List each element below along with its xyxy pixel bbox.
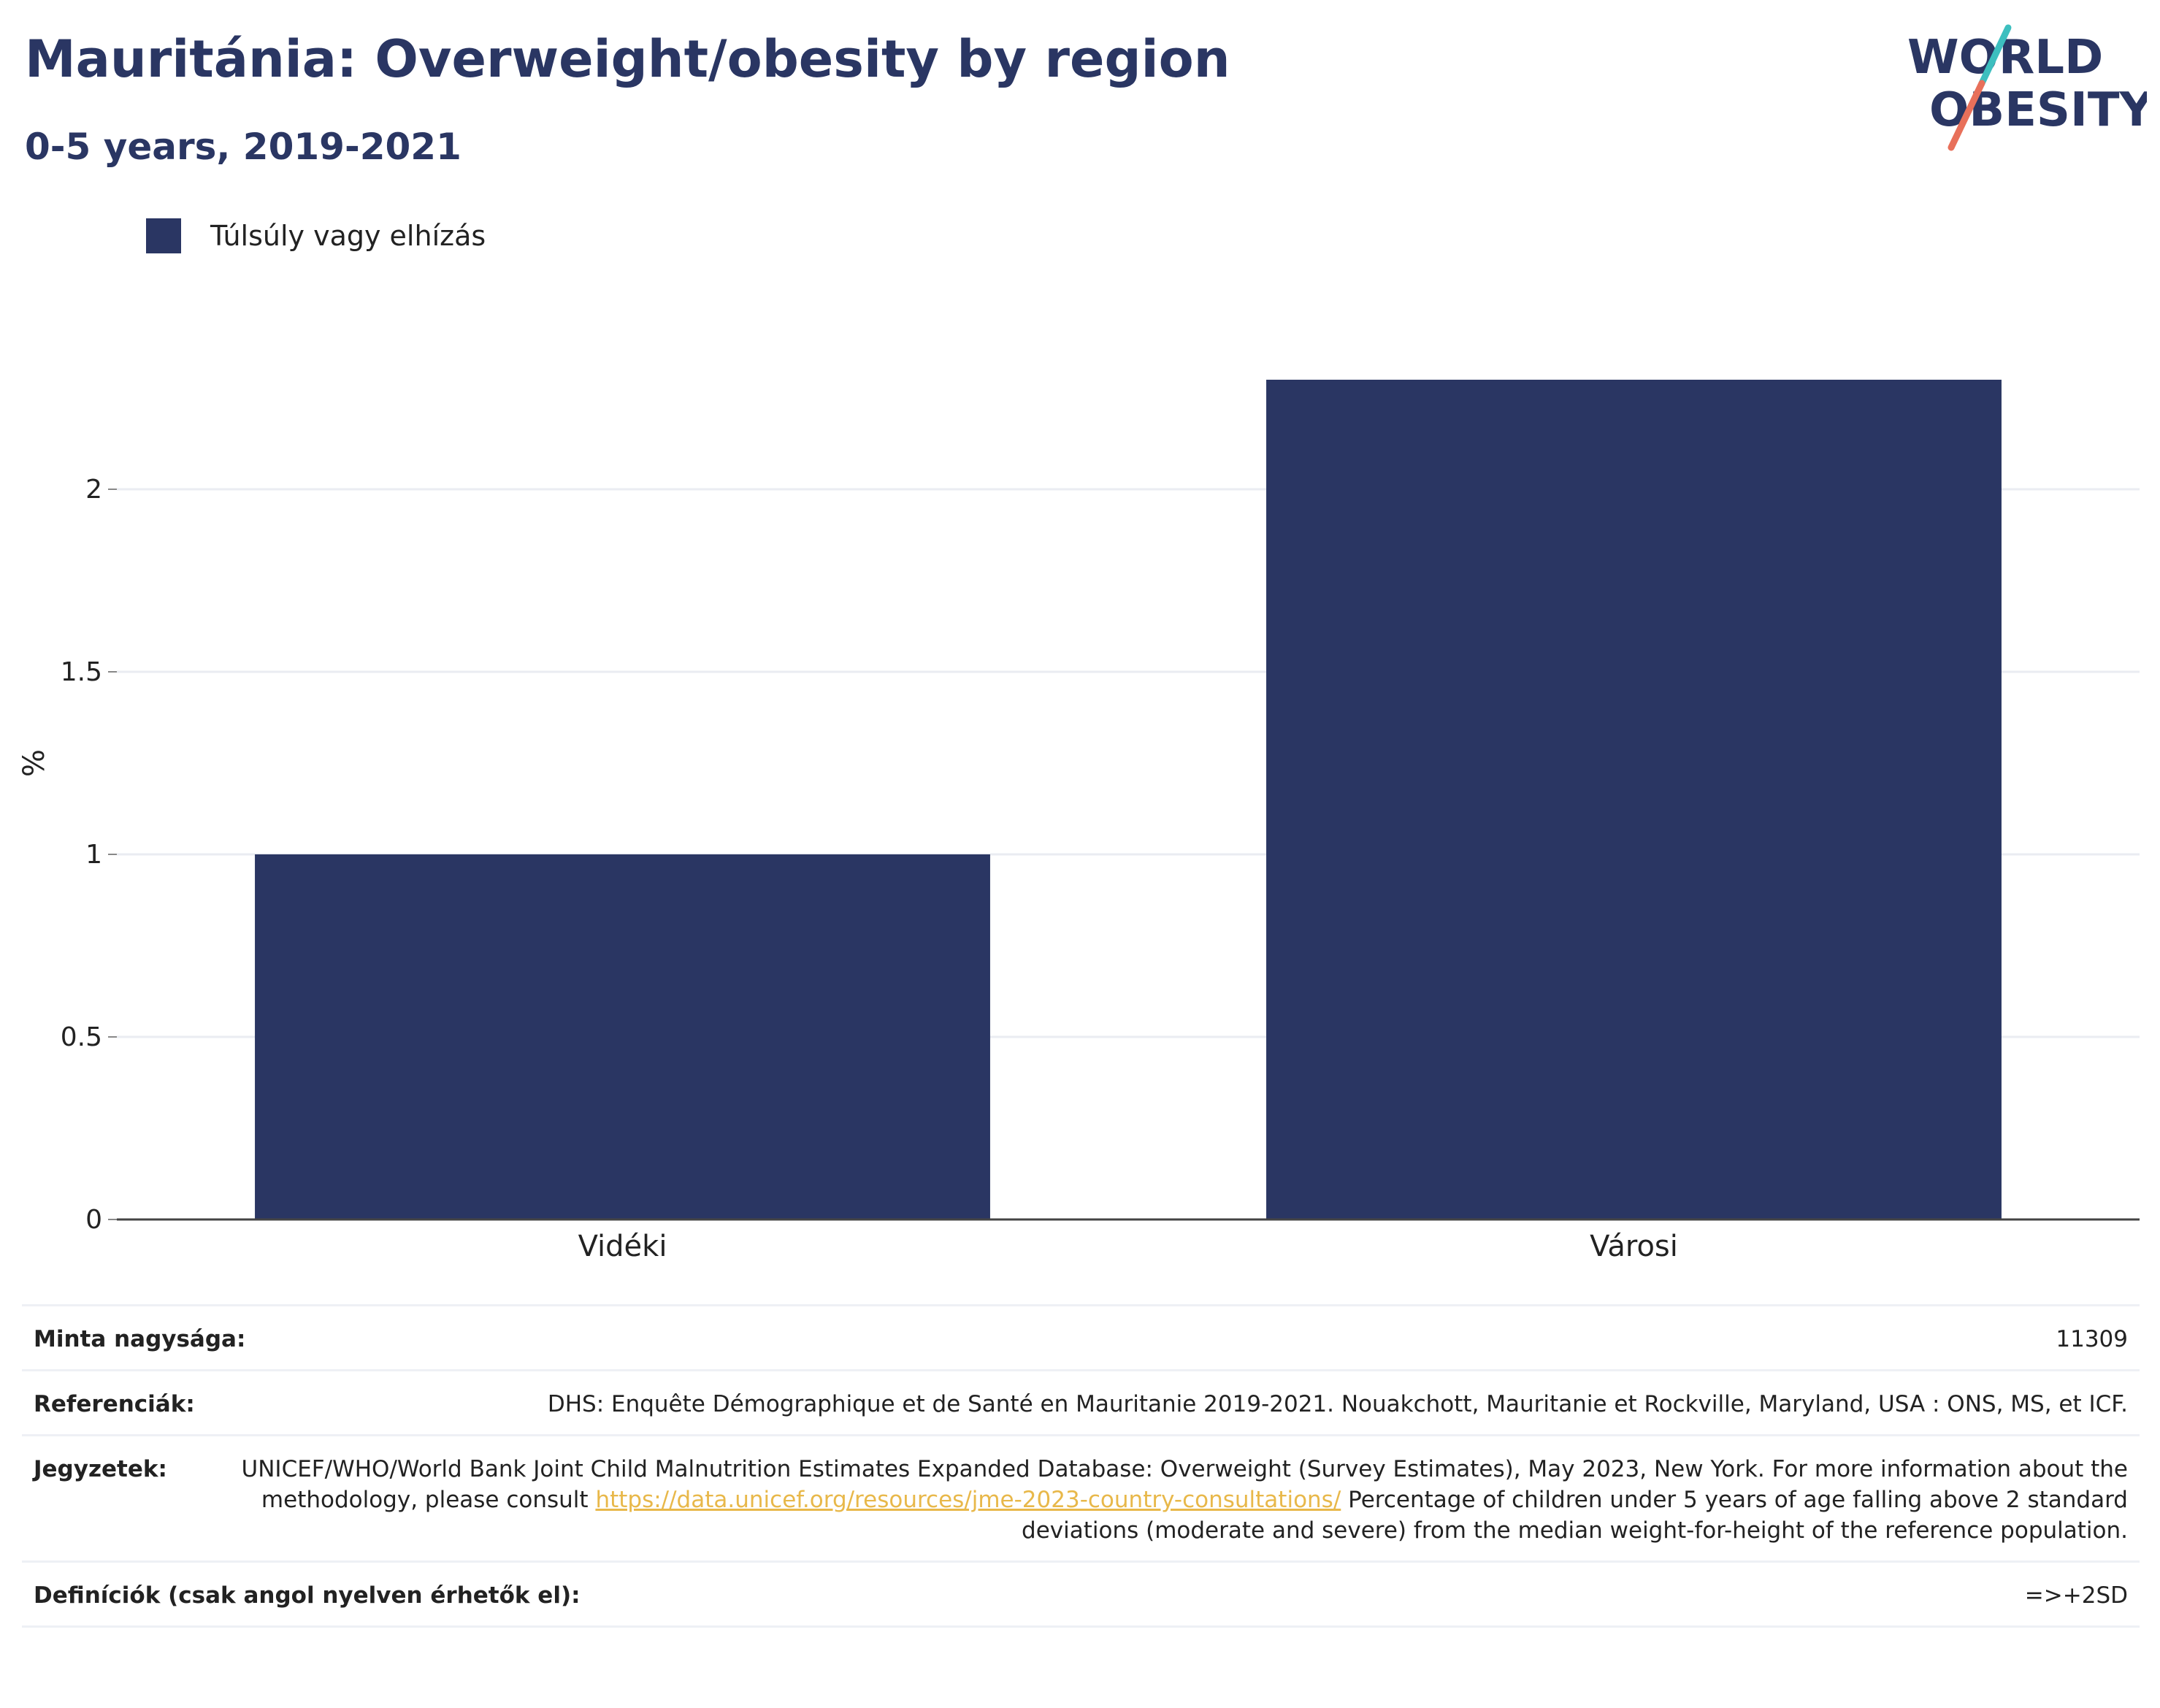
- info-table: Minta nagysága: 11309 Referenciák: DHS: …: [22, 1304, 2140, 1628]
- references-value: DHS: Enquête Démographique et de Santé e…: [547, 1391, 2128, 1417]
- x-tick-label: Vidéki: [578, 1230, 667, 1263]
- y-tick-label: 1: [85, 840, 102, 870]
- chart-legend[interactable]: Túlsúly vagy elhízás: [146, 218, 486, 254]
- chart-title: Mauritánia: Overweight/obesity by region: [25, 29, 1230, 89]
- y-tick-label: 2: [85, 475, 102, 505]
- x-axis-labels: Vidéki Városi: [578, 1230, 1678, 1263]
- definitions-value: =>+2SD: [2024, 1582, 2128, 1609]
- references-label: Referenciák:: [34, 1391, 195, 1417]
- sample-size-label: Minta nagysága:: [34, 1326, 246, 1352]
- y-tick-label: 1.5: [61, 657, 102, 687]
- legend-swatch: [146, 218, 181, 253]
- logo-slash-bottom: [1948, 80, 1985, 151]
- sample-size-value: 11309: [2056, 1326, 2128, 1352]
- info-row-notes: Jegyzetek: UNICEF/WHO/World Bank Joint C…: [22, 1436, 2140, 1563]
- y-tick-label: 0.5: [61, 1022, 102, 1052]
- bar-chart: 0 0.5 1 1.5 2 Vidéki Városi %: [18, 380, 2140, 1263]
- y-tick-label: 0: [85, 1205, 102, 1235]
- x-tick-label: Városi: [1590, 1230, 1678, 1263]
- bars: [255, 380, 2002, 1219]
- notes-text-1: UNICEF/WHO/World Bank Joint Child Malnut…: [241, 1456, 2128, 1513]
- info-row-sample-size: Minta nagysága: 11309: [22, 1306, 2140, 1371]
- info-row-references: Referenciák: DHS: Enquête Démographique …: [22, 1371, 2140, 1436]
- notes-label: Jegyzetek:: [34, 1456, 167, 1482]
- logo-slash-top: [1978, 24, 2012, 87]
- definitions-label: Definíciók (csak angol nyelven érhetők e…: [34, 1582, 581, 1609]
- chart-subtitle: 0-5 years, 2019-2021: [25, 126, 462, 168]
- bar-0: [255, 854, 990, 1219]
- methodology-link[interactable]: https://data.unicef.org/resources/jme-20…: [595, 1487, 1341, 1513]
- bar-1: [1266, 380, 2002, 1219]
- notes-text-2: Percentage of children under 5 years of …: [1022, 1487, 2128, 1544]
- notes-value: UNICEF/WHO/World Bank Joint Child Malnut…: [211, 1454, 2128, 1546]
- y-axis-title: %: [18, 749, 51, 777]
- y-axis-ticks: 0 0.5 1 1.5 2: [61, 475, 117, 1235]
- world-obesity-logo[interactable]: WORLD OBESITY: [1906, 22, 2147, 153]
- legend-label: Túlsúly vagy elhízás: [210, 220, 486, 252]
- info-row-definitions: Definíciók (csak angol nyelven érhetők e…: [22, 1563, 2140, 1628]
